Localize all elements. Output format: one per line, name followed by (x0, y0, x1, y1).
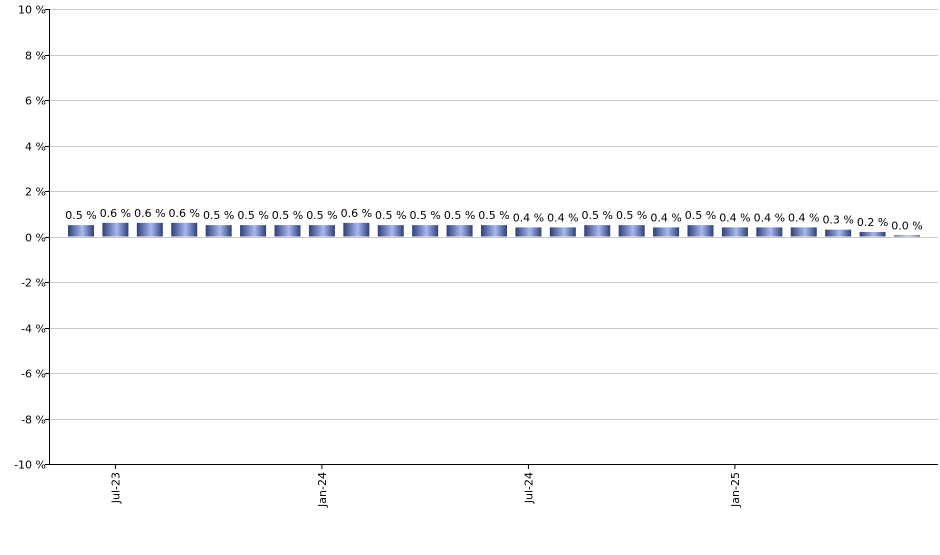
bar (377, 225, 404, 237)
bar (790, 227, 817, 237)
bar (446, 225, 473, 237)
y-tick-label: 4 % (25, 141, 46, 154)
bar (205, 225, 232, 237)
data-label: 0.0 % (891, 219, 922, 232)
data-label: 0.5 % (272, 209, 303, 222)
bar (274, 225, 301, 237)
y-tick-label: -8 % (21, 414, 46, 427)
y-tick-label: 0 % (25, 232, 46, 245)
bar (618, 225, 645, 237)
data-label: 0.4 % (719, 211, 750, 224)
bar (68, 225, 94, 237)
y-tick-label: -10 % (14, 459, 46, 472)
x-tick-label: Jan-25 (729, 472, 742, 508)
y-tick-label: -4 % (21, 323, 46, 336)
data-label: 0.5 % (306, 209, 337, 222)
data-label: 0.6 % (169, 207, 200, 220)
data-label: 0.5 % (237, 209, 268, 222)
x-tick-label: Jul-24 (522, 472, 535, 504)
data-label: 0.4 % (513, 211, 544, 224)
data-label: 0.5 % (409, 209, 440, 222)
bar (721, 227, 748, 237)
bar (584, 225, 611, 237)
data-label: 0.4 % (788, 211, 819, 224)
data-label: 0.6 % (134, 207, 165, 220)
bar (756, 227, 783, 237)
data-label: 0.5 % (65, 209, 96, 222)
y-tick-label: 6 % (25, 95, 46, 108)
bars (68, 222, 920, 237)
grid-lines (49, 9, 938, 465)
bar (481, 225, 507, 237)
bar (102, 222, 129, 237)
axes (49, 9, 938, 465)
y-tick-label: 8 % (25, 50, 46, 63)
data-label: 0.5 % (444, 209, 475, 222)
bar (240, 225, 267, 237)
data-label: 0.2 % (857, 216, 888, 229)
data-label: 0.5 % (375, 209, 406, 222)
bar (687, 225, 714, 237)
data-label: 0.3 % (822, 214, 853, 227)
bar (894, 235, 920, 237)
y-tick-label: 2 % (25, 186, 46, 199)
y-tick-label: -6 % (21, 368, 46, 381)
y-tick-label: 10 % (18, 4, 46, 17)
bar (412, 225, 439, 237)
data-label: 0.6 % (100, 207, 131, 220)
bar (308, 225, 335, 237)
y-tick-label: -2 % (21, 277, 46, 290)
data-label: 0.4 % (650, 211, 681, 224)
data-label: 0.5 % (685, 209, 716, 222)
data-label: 0.5 % (616, 209, 647, 222)
data-label: 0.5 % (478, 209, 509, 222)
x-axis-ticks: Jul-23 Jan-24 Jul-24 Jan-25 (109, 464, 742, 508)
bar (825, 229, 852, 237)
data-label: 0.6 % (341, 207, 372, 220)
y-axis-ticks: 10 % 8 % 6 % 4 % 2 % 0 % -2 % -4 % -6 % -8 % -10 % (14, 4, 49, 472)
data-labels: 0.5 % 0.6 % 0.6 % 0.6 % 0.5 % 0.5 % 0.5 % 0.5 %… (65, 207, 922, 232)
bar (171, 222, 198, 237)
x-tick-label: Jan-24 (316, 472, 329, 508)
bar (136, 222, 163, 237)
bar (549, 227, 576, 237)
bar (653, 227, 680, 237)
data-label: 0.4 % (547, 211, 578, 224)
bar (515, 227, 542, 237)
data-label: 0.5 % (203, 209, 234, 222)
data-label: 0.4 % (754, 211, 785, 224)
bar (859, 231, 886, 237)
x-tick-label: Jul-23 (109, 472, 122, 504)
data-label: 0.5 % (582, 209, 613, 222)
bar (343, 222, 370, 237)
